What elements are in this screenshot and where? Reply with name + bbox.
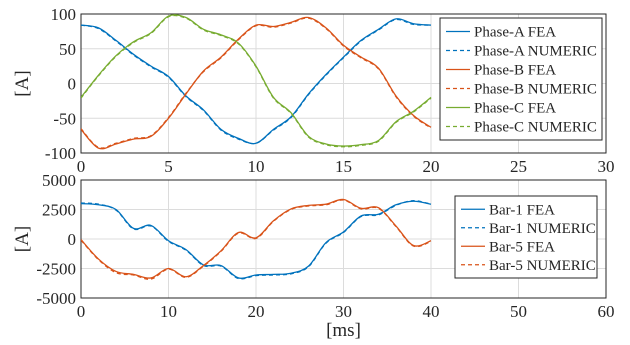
x-tick-label: 15 [335, 157, 352, 176]
y-tick-label: 0 [68, 230, 77, 249]
x-tick-label: 10 [160, 302, 177, 321]
legend-label: Bar-5 NUMERIC [489, 258, 596, 274]
bottom-chart-bar-currents: 0 10 20 30 40 50 60 5000 2500 0 -2500 -5000 [A] [ms] B… [12, 171, 615, 341]
x-tick-label: 25 [510, 157, 527, 176]
legend-box [439, 17, 603, 141]
axes-box [80, 179, 607, 299]
y-tick-label: 0 [68, 75, 77, 94]
y-tick-label: 5000 [42, 171, 76, 190]
y-tick-label: -2500 [36, 260, 76, 279]
y-axis-label: [A] [12, 70, 33, 96]
y-tick-label: 100 [51, 5, 77, 24]
legend-label: Bar-5 FEA [489, 239, 555, 255]
legend-label: Phase-A FEA [474, 25, 556, 41]
legend-label: Phase-B FEA [474, 63, 556, 79]
y-axis-label: [A] [12, 226, 33, 252]
legend-label: Phase-A NUMERIC [474, 44, 597, 60]
y-tick-label: -100 [45, 144, 76, 163]
x-tick-label: 40 [423, 302, 440, 321]
legend-label: Phase-C NUMERIC [474, 120, 597, 136]
y-tick-label: -50 [53, 109, 76, 128]
legend-label: Bar-1 NUMERIC [489, 221, 596, 237]
x-axis-label: [ms] [326, 320, 361, 341]
x-tick-label: 50 [510, 302, 527, 321]
legend-label: Bar-1 FEA [489, 202, 555, 218]
series-line-bar-1-numeric [81, 199, 432, 280]
x-tick-label: 5 [164, 157, 173, 176]
x-tick-label: 30 [598, 157, 615, 176]
y-tick-label: -5000 [36, 289, 76, 308]
x-tick-label: 0 [77, 157, 86, 176]
x-tick-label: 20 [248, 302, 265, 321]
x-tick-label: 20 [423, 157, 440, 176]
x-tick-label: 60 [598, 302, 615, 321]
y-tick-label: 2500 [42, 201, 76, 220]
axes-box [80, 13, 607, 154]
series-line-bar-5-numeric [81, 199, 432, 280]
legend-label: Phase-C FEA [474, 101, 556, 117]
y-tick-label: 50 [59, 40, 76, 59]
series-line-phase-b-numeric [81, 17, 432, 149]
series-line-phase-a-numeric [81, 18, 432, 145]
x-tick-label: 10 [248, 157, 265, 176]
x-tick-label: 0 [77, 302, 86, 321]
series-line-phase-c-numeric [81, 14, 432, 148]
legend: Bar-1 FEA Bar-1 NUMERIC Bar-5 FEA Bar-5 NUM… [454, 195, 598, 279]
x-tick-label: 30 [335, 302, 352, 321]
legend: Phase-A FEA Phase-A NUMERIC Phase-B FEA Pha… [439, 17, 603, 141]
legend-label: Phase-B NUMERIC [474, 82, 597, 98]
